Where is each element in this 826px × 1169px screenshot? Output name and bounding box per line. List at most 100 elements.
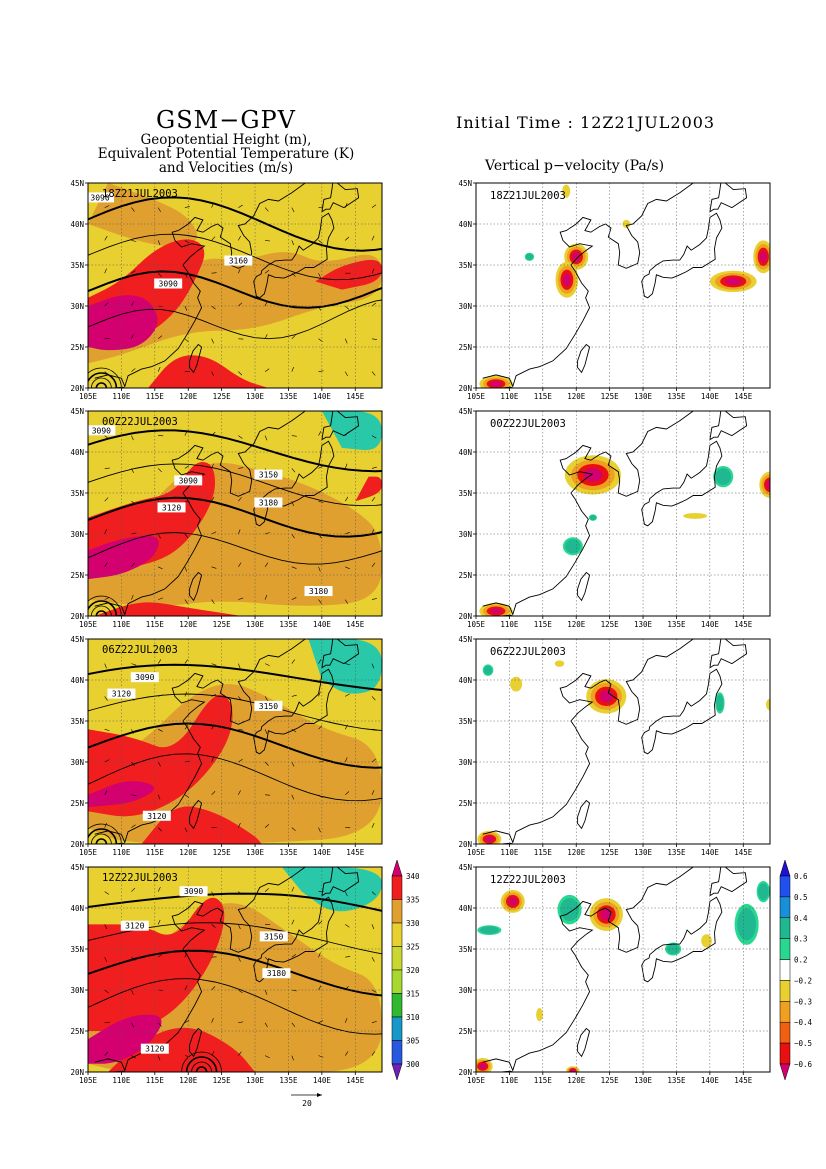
- y-tick-label: 30N: [458, 986, 472, 995]
- wind-arrow: [264, 1055, 270, 1059]
- height-contours: [88, 196, 382, 388]
- omega-blob: [716, 694, 724, 712]
- left-panel: 3090 3090 3150 3120 3180 3180 00Z22JUL2003 105E…: [70, 407, 383, 629]
- low-contour: [88, 595, 122, 616]
- y-tick-label: 30N: [70, 986, 84, 995]
- low-contour: [88, 600, 118, 616]
- contour-label-bg: [254, 700, 283, 711]
- wind-arrow: [318, 920, 323, 925]
- coastline: [321, 639, 360, 669]
- y-tick-label: 20N: [70, 840, 84, 849]
- wind-arrow: [184, 985, 188, 991]
- height-contour: [88, 753, 382, 802]
- theta-fill: [88, 252, 382, 364]
- theta-fill: [88, 781, 155, 808]
- contour-label-bg: [140, 1043, 169, 1054]
- wind-arrow: [318, 1020, 324, 1024]
- x-tick-label: 145E: [734, 620, 753, 629]
- coastline: [482, 411, 694, 616]
- wind-arrow: [131, 794, 137, 796]
- wind-arrow: [131, 207, 135, 212]
- x-tick-label: 105E: [79, 620, 98, 629]
- theta-fill: [88, 897, 225, 1031]
- wind-arrow: [131, 887, 136, 892]
- wind-arrow: [157, 240, 161, 246]
- x-tick-label: 110E: [112, 392, 131, 401]
- contour-label: 3150: [259, 702, 278, 711]
- left-panel: 3090 3120 3150 3180 3120 12Z22JUL2003 105E 110E…: [70, 863, 383, 1085]
- wind-arrow: [238, 924, 241, 930]
- colorbar-swatch: [391, 1016, 403, 1041]
- wind-arrow: [158, 566, 163, 570]
- wind-arrow: [157, 886, 161, 892]
- wind-arrow: [344, 724, 348, 730]
- x-tick-label: 105E: [79, 392, 98, 401]
- wind-arrow: [104, 1051, 109, 1056]
- wind-arrow: [104, 663, 107, 669]
- y-tick-label: 20N: [458, 612, 472, 621]
- right-panel: 18Z21JUL2003 105E 110E 115E 120E 125E 130E 135E…: [458, 179, 771, 401]
- panel-time-label: 00Z22JUL2003: [490, 418, 566, 430]
- wind-arrow: [371, 1020, 377, 1024]
- wind-arrow: [211, 371, 215, 377]
- wind-arrow: [371, 338, 377, 340]
- contour-label-bg: [259, 931, 288, 942]
- wind-arrow: [371, 822, 375, 828]
- wind-arrow: [238, 597, 244, 600]
- contour-label: 3090: [184, 887, 203, 896]
- y-tick-label: 35N: [458, 945, 472, 954]
- left-panel: 3090 3090 3160 18Z21JUL2003 105E 110E 115E 120E…: [70, 179, 383, 401]
- low-contour: [95, 610, 108, 616]
- low-contour: [90, 377, 112, 388]
- wind-arrow: [371, 728, 377, 731]
- omega-blob: [701, 934, 712, 948]
- x-tick-label: 125E: [601, 848, 620, 857]
- colorbar-swatch: [779, 917, 791, 939]
- x-tick-label: 110E: [112, 848, 131, 857]
- omega-blob: [715, 468, 732, 485]
- wind-arrow: [157, 468, 162, 473]
- colorbar-label: 335: [406, 896, 420, 905]
- coastline: [482, 639, 694, 844]
- wind-arrow: [371, 268, 375, 274]
- wind-arrow: [291, 694, 297, 697]
- omega-field: [476, 639, 770, 844]
- theta-fill: [315, 259, 382, 290]
- colorbar-label: 325: [406, 943, 420, 952]
- contour-label: 3120: [125, 922, 144, 931]
- wind-arrow: [371, 891, 376, 896]
- subtitle-line-2: Equivalent Potential Temperature (K): [97, 146, 355, 162]
- wind-arrow: [157, 761, 161, 767]
- panel-frame: [475, 638, 771, 845]
- wind-arrow: [157, 533, 161, 539]
- y-tick-label: 35N: [458, 717, 472, 726]
- wind-arrow: [157, 659, 162, 664]
- x-tick-label: 130E: [634, 1076, 653, 1085]
- coastline: [482, 183, 694, 388]
- colorbar-label: 300: [406, 1060, 420, 1069]
- omega-blob: [485, 836, 494, 842]
- y-tick-label: 35N: [458, 261, 472, 270]
- x-tick-label: 105E: [79, 848, 98, 857]
- wind-arrow: [211, 663, 217, 666]
- wind-arrow: [345, 305, 350, 310]
- wind-arrow: [344, 891, 348, 897]
- low-contour: [90, 605, 112, 616]
- y-tick-label: 25N: [458, 799, 472, 808]
- vector-scale: 20: [291, 1093, 322, 1108]
- wind-arrow: [291, 919, 295, 925]
- y-tick-label: 30N: [458, 302, 472, 311]
- y-tick-label: 20N: [70, 612, 84, 621]
- omega-blob: [759, 251, 767, 263]
- subtitle-line-3: and Velocities (m/s): [158, 160, 294, 176]
- contour-label-bg: [157, 502, 186, 513]
- theta-field: [88, 183, 382, 388]
- wind-arrow: [264, 562, 269, 567]
- theta-fill: [355, 476, 382, 502]
- colorbar-label: −0.6: [794, 1060, 813, 1069]
- vector-scale-label: 20: [302, 1099, 312, 1108]
- x-tick-label: 130E: [634, 392, 653, 401]
- wind-arrow: [157, 335, 163, 340]
- panel-time-label: 06Z22JUL2003: [102, 644, 178, 656]
- omega-field: [476, 183, 770, 388]
